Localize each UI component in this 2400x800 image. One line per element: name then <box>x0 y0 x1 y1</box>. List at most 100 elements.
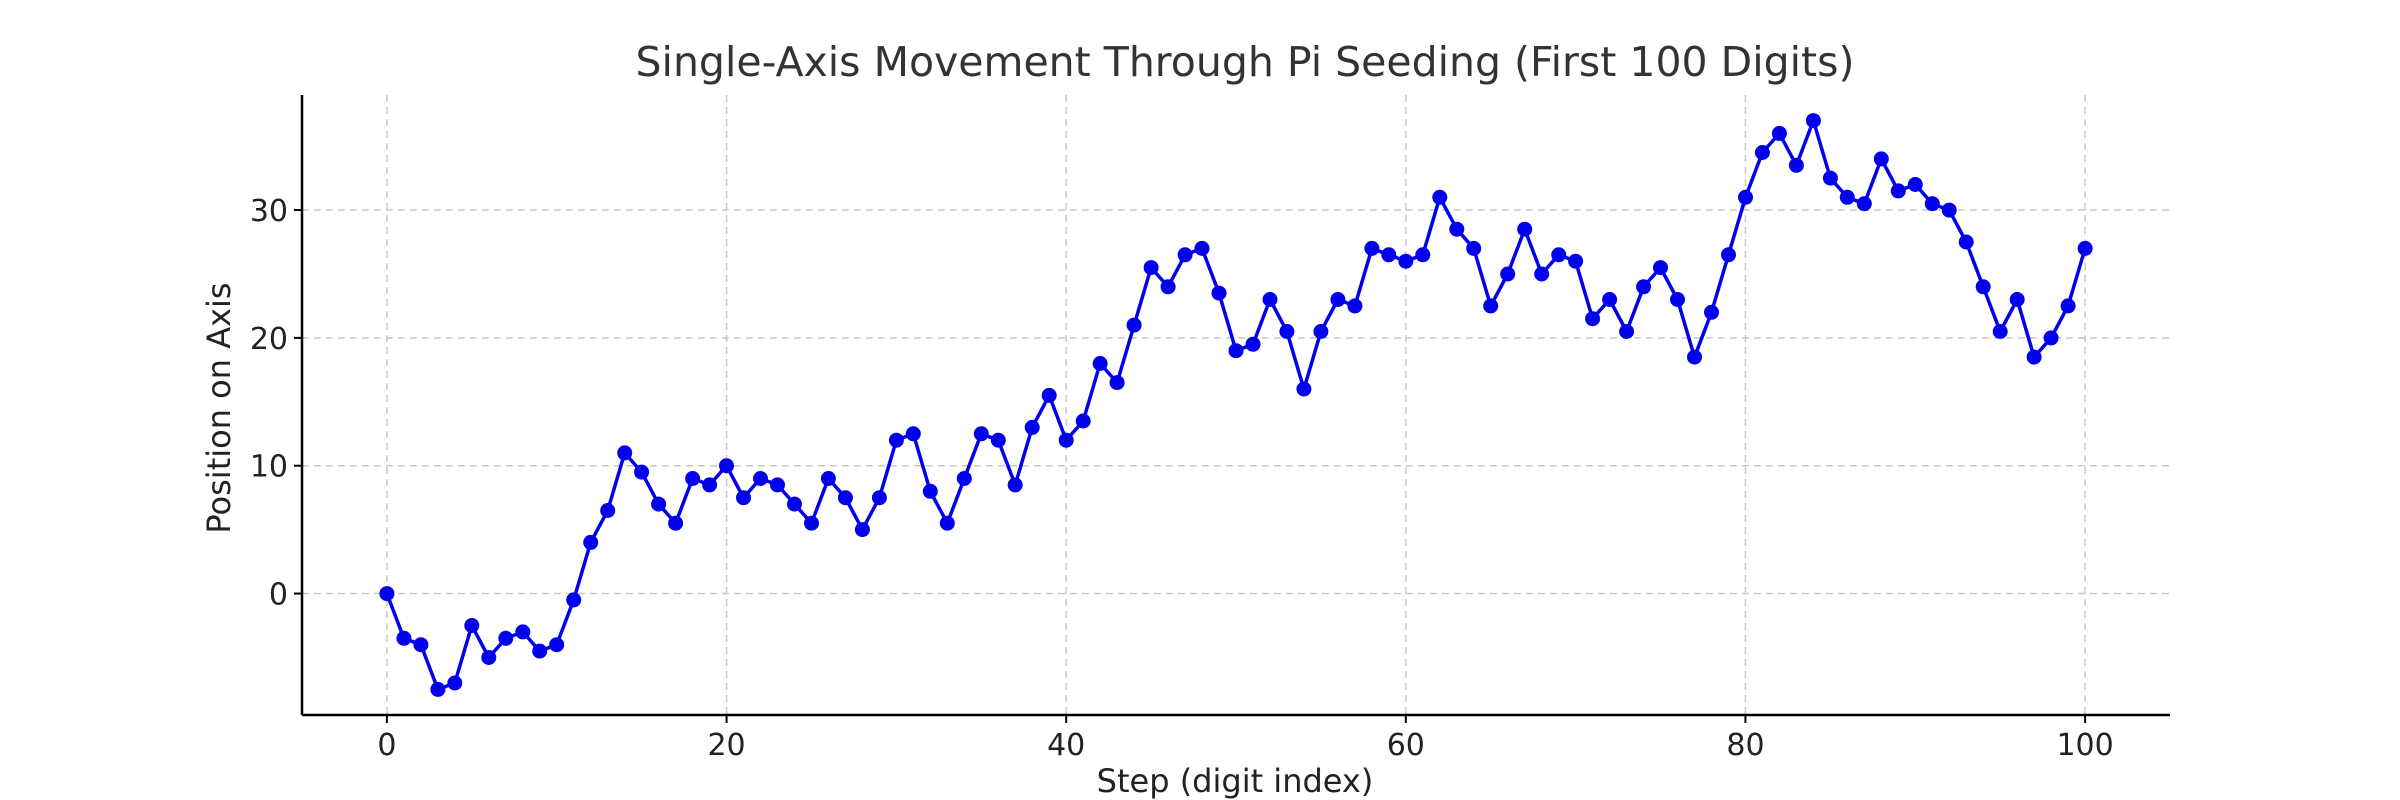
data-point <box>1958 234 1974 250</box>
data-point <box>1058 432 1074 448</box>
x-tick-label: 20 <box>707 728 745 763</box>
data-point <box>804 515 819 531</box>
data-point <box>1075 413 1091 429</box>
data-point <box>1670 292 1685 307</box>
data-point <box>2026 349 2042 365</box>
data-point <box>1092 356 1108 371</box>
data-point <box>1313 324 1329 339</box>
data-point <box>1822 170 1838 186</box>
data-point <box>379 586 395 602</box>
data-point <box>990 432 1006 448</box>
data-point <box>1245 336 1261 352</box>
data-point <box>1771 125 1787 141</box>
data-point <box>1636 279 1652 295</box>
data-point <box>1839 189 1855 205</box>
data-point <box>447 675 463 691</box>
data-point <box>1449 221 1465 237</box>
data-point <box>1177 247 1193 263</box>
data-point <box>634 464 650 480</box>
data-point <box>1398 253 1414 269</box>
data-point <box>651 496 667 512</box>
tick-labels: 0 20 40 60 80 100 0 10 20 30 <box>250 194 2114 763</box>
data-point <box>1788 157 1804 173</box>
y-tick-label: 20 <box>250 322 288 357</box>
data-point <box>1975 279 1991 295</box>
y-tick-label: 10 <box>250 450 288 485</box>
data-point <box>1483 298 1499 314</box>
data-point <box>1109 375 1125 391</box>
data-point <box>1296 381 1312 397</box>
x-tick-label: 0 <box>377 728 396 763</box>
data-point <box>1330 292 1346 307</box>
data-point <box>2009 292 2025 307</box>
data-point <box>1856 196 1872 212</box>
data-point <box>939 515 955 531</box>
x-tick-label: 40 <box>1047 728 1085 763</box>
data-point <box>1347 298 1363 314</box>
data-point <box>668 515 684 531</box>
data-point <box>617 445 633 461</box>
data-point <box>1211 285 1227 301</box>
data-point <box>1602 292 1618 307</box>
data-point <box>396 630 412 646</box>
data-point <box>1568 253 1584 269</box>
y-tick-label: 30 <box>250 194 288 229</box>
data-point <box>583 534 599 550</box>
data-point <box>973 426 989 442</box>
data-point <box>1805 113 1821 129</box>
series-line <box>385 118 2087 692</box>
data-point <box>1873 151 1889 167</box>
data-point <box>1653 260 1668 276</box>
data-point <box>1500 266 1516 282</box>
data-point <box>1194 240 1210 256</box>
data-point <box>736 490 751 506</box>
data-point <box>1907 177 1923 192</box>
data-point <box>413 637 429 653</box>
data-point <box>1007 477 1023 493</box>
data-point <box>702 477 718 493</box>
data-point <box>719 458 734 474</box>
data-point <box>549 637 565 653</box>
data-point <box>464 618 480 633</box>
data-point <box>1534 266 1550 282</box>
data-point <box>600 503 616 518</box>
data-point <box>1466 240 1482 256</box>
y-tick-label: 0 <box>269 578 288 613</box>
data-point <box>1941 202 1957 218</box>
data-point <box>1381 247 1397 263</box>
data-point <box>837 490 853 506</box>
data-point <box>854 522 870 538</box>
x-tick-label: 60 <box>1387 728 1425 763</box>
data-point <box>566 592 582 608</box>
data-point <box>1619 324 1635 339</box>
axes <box>294 95 2170 723</box>
data-point <box>1262 292 1278 307</box>
data-point <box>1432 189 1448 205</box>
data-point <box>922 483 938 499</box>
data-point <box>1024 419 1040 435</box>
y-axis-label: Position on Axis <box>200 282 238 533</box>
data-point <box>1364 240 1380 256</box>
data-point <box>532 643 548 659</box>
data-point <box>1160 279 1176 295</box>
data-point <box>1517 221 1533 237</box>
data-point <box>1687 349 1702 365</box>
data-point <box>1143 260 1159 276</box>
data-point <box>1415 247 1431 263</box>
data-point <box>1721 247 1736 263</box>
data-point <box>1228 343 1244 359</box>
x-tick-label: 100 <box>2056 728 2113 763</box>
data-point <box>498 630 514 646</box>
data-point <box>1992 324 2008 339</box>
data-point <box>905 426 921 442</box>
data-point <box>1754 145 1770 160</box>
data-point <box>685 471 701 486</box>
grid-lines <box>302 95 2170 715</box>
data-point <box>1738 189 1753 205</box>
data-point <box>2060 298 2076 314</box>
data-point <box>1551 247 1567 263</box>
data-point <box>515 624 531 640</box>
data-point <box>1924 196 1940 212</box>
data-point <box>770 477 785 493</box>
